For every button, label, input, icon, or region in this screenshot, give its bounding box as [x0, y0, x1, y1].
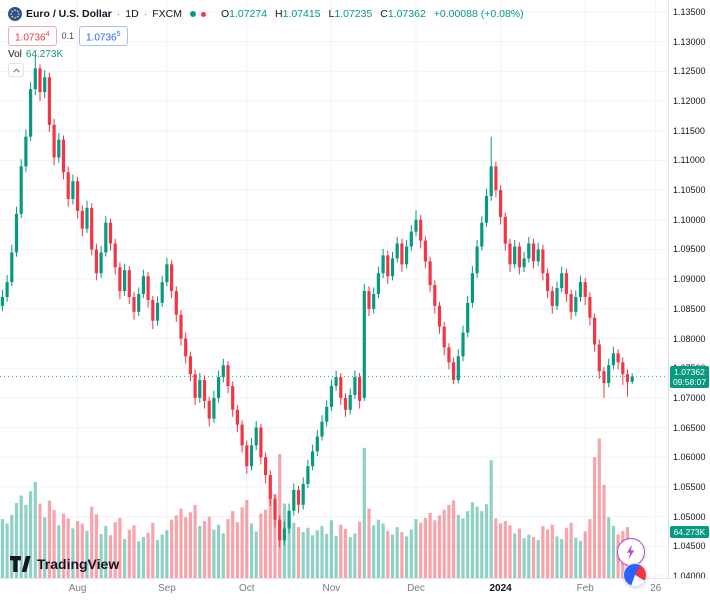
time-scale[interactable]: Aug Sep Oct Nov Dec 2024 Feb 26	[0, 578, 710, 600]
marker-dot-up-icon	[189, 11, 196, 17]
open-value: 1.07274	[229, 8, 268, 20]
marker-dot-down-icon	[200, 11, 206, 17]
interval-label[interactable]: 1D	[125, 8, 139, 20]
buy-button[interactable]: 1.07365	[79, 26, 128, 47]
price-tick-label: 1.06000	[673, 452, 706, 463]
ohlc-readout: O1.07274 H1.07415 L1.07235 C1.07362 +0.0…	[216, 8, 524, 20]
lightning-icon	[627, 544, 635, 560]
price-tick-label: 1.10000	[673, 214, 706, 225]
price-tick-label: 1.04000	[673, 571, 706, 581]
time-tick-label: Sep	[157, 583, 176, 594]
close-label: C	[380, 8, 388, 20]
last-price-label: 1.07362	[674, 367, 705, 378]
broker-logo-icon[interactable]	[623, 563, 647, 587]
price-tick-label: 1.12500	[673, 66, 706, 77]
time-tick-label: Dec	[407, 583, 425, 594]
time-tick-label: 2024	[489, 583, 512, 594]
price-tick-label: 1.12000	[673, 96, 706, 107]
volume-legend: Vol 64.273K	[8, 49, 63, 60]
price-tick-label: 1.13500	[673, 7, 706, 17]
open-label: O	[220, 8, 230, 20]
eur-flag-icon	[8, 7, 22, 21]
trade-panel: 1.07364 0.1 1.07365	[8, 26, 128, 47]
tradingview-logo[interactable]: TradingView	[10, 556, 119, 572]
last-price-badge: 1.07362 09:58:07	[670, 366, 709, 389]
price-tick-label: 1.09500	[673, 244, 706, 255]
spread-value: 0.1	[61, 31, 75, 42]
legend-separator: ·	[143, 8, 148, 20]
sell-button[interactable]: 1.07364	[8, 26, 57, 47]
high-label: H	[275, 8, 283, 20]
price-tick-label: 1.13000	[673, 36, 706, 47]
chevron-up-icon	[12, 67, 20, 73]
price-tick-label: 1.08000	[673, 333, 706, 344]
change-value: +0.00088 (+0.08%)	[433, 8, 524, 20]
tradingview-logo-text: TradingView	[37, 556, 120, 572]
time-tick-label: Oct	[239, 583, 255, 594]
price-tick-label: 1.04500	[673, 541, 706, 552]
price-tick-label: 1.05500	[673, 481, 706, 492]
symbol-legend[interactable]: Euro / U.S. Dollar · 1D · FXCM O1.07274 …	[8, 7, 524, 21]
price-scale[interactable]: 1.07362 09:58:07 64.273K 1.13500 1.13000 1…	[668, 0, 710, 581]
price-tick-label: 1.10500	[673, 185, 706, 196]
collapse-legend-button[interactable]	[8, 63, 24, 77]
quick-trade-button[interactable]	[617, 538, 645, 566]
price-tick-label: 1.11000	[673, 155, 705, 166]
low-value: 1.07235	[334, 8, 373, 20]
high-value: 1.07415	[282, 8, 321, 20]
price-tick-label: 1.07000	[673, 392, 706, 403]
volume-label: Vol	[8, 49, 22, 60]
legend-separator: ·	[116, 8, 121, 20]
price-tick-label: 1.09000	[673, 274, 706, 285]
symbol-title[interactable]: Euro / U.S. Dollar	[26, 8, 112, 20]
volume-badge: 64.273K	[670, 526, 709, 539]
time-tick-label: Nov	[322, 583, 341, 594]
price-tick-label: 1.05000	[673, 511, 706, 522]
price-tick-label: 1.06500	[673, 422, 706, 433]
price-tick-label: 1.11500	[673, 125, 705, 136]
countdown-label: 09:58:07	[672, 377, 707, 388]
close-value: 1.07362	[387, 8, 426, 20]
exchange-label: FXCM	[152, 8, 182, 20]
time-tick-label: 26	[650, 583, 662, 594]
tradingview-logo-icon	[10, 556, 31, 572]
volume-value: 64.273K	[25, 49, 64, 60]
low-label: L	[328, 8, 335, 20]
price-tick-label: 1.08500	[673, 303, 706, 314]
time-tick-label: Feb	[576, 583, 594, 594]
time-tick-label: Aug	[68, 583, 87, 594]
